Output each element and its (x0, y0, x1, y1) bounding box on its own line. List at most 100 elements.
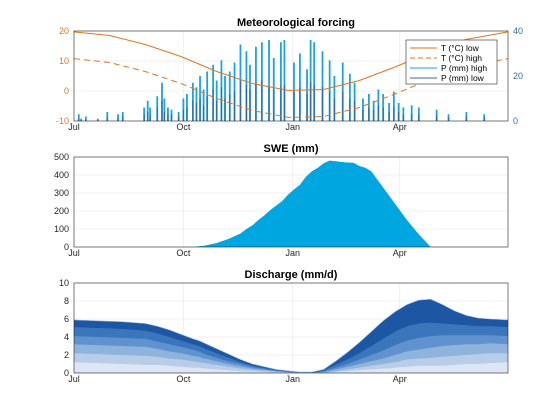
chart-title-meteorological-forcing: Meteorological forcing (237, 17, 355, 29)
y-tick-label: 500 (54, 152, 69, 162)
y-right-tick-label: 40 (513, 26, 523, 36)
legend: T (°C) low T (°C) high P (mm) high P (mm… (405, 39, 498, 85)
panel-swe: SWE (mm) Jul Oct Jan Apr 0 100 200 300 400 500 (54, 143, 509, 258)
x-tick-label: Jan (286, 248, 301, 258)
y-tick-label: 0 (64, 368, 69, 378)
x-tick-label: Jul (68, 374, 80, 384)
x-tick-label: Apr (393, 248, 407, 258)
legend-label-t-low: T (°C) low (441, 43, 480, 53)
p3-discharge-areas (73, 298, 509, 373)
precip-bar-low (483, 117, 485, 121)
precip-bar-high (313, 42, 316, 121)
precip-bar-low (329, 91, 331, 121)
legend-box (405, 39, 498, 85)
y-tick-label: 0 (64, 86, 69, 96)
precip-bar-low (402, 114, 404, 121)
precip-bar-high (410, 105, 413, 121)
precip-bar-high (348, 73, 351, 121)
y-right-tick-label: 20 (513, 71, 523, 81)
p2-axes-box (73, 156, 509, 248)
x-tick-label: Jan (286, 374, 301, 384)
precip-bar-high (106, 112, 109, 121)
precip-bar-low (229, 94, 231, 121)
x-tick-label: Jul (68, 122, 80, 132)
precip-bar-high (279, 42, 282, 121)
legend-label-p-high: P (mm) high (441, 63, 487, 73)
precip-bar-low (447, 117, 450, 121)
chart-title-swe: SWE (mm) (264, 143, 319, 155)
precip-bar-high (309, 40, 312, 121)
precip-bar-low (283, 85, 286, 121)
precip-bar-low (212, 89, 214, 121)
precip-bar-low (436, 115, 438, 121)
precip-bar-low (122, 116, 124, 121)
panel-discharge: Discharge (mm/d) Jul Oct Jan Apr 0 2 4 6 8 10 (59, 269, 509, 384)
precip-bar-low (382, 107, 384, 121)
legend-label-p-low: P (mm) low (441, 73, 485, 83)
y-tick-label: 20 (59, 26, 69, 36)
precip-bar-low (280, 87, 282, 121)
p1-precip-bars (77, 40, 486, 121)
precip-bar-low (465, 116, 467, 121)
precip-bar-low (306, 94, 308, 121)
precip-bar-low (78, 118, 80, 121)
precip-bar-low (170, 114, 173, 121)
precip-bar-low (143, 114, 145, 121)
precip-bar-low (192, 100, 194, 121)
precip-bar-low (220, 87, 223, 121)
precip-bar-low (368, 107, 370, 121)
x-tick-label: Jul (68, 248, 80, 258)
y-tick-label: -10 (56, 116, 69, 126)
precip-bar-low (293, 91, 295, 121)
y-tick-label: 8 (64, 296, 69, 306)
panel-meteorological-forcing: Meteorological forcing Jul Oct Jan Apr -10 0 1… (56, 17, 523, 132)
y-tick-label: 400 (54, 170, 69, 180)
legend-label-t-high: T (°C) high (441, 53, 482, 63)
precip-bar-high (392, 91, 395, 121)
precip-bar-low (362, 109, 364, 121)
y-tick-label: 200 (54, 206, 69, 216)
y-tick-label: 10 (59, 56, 69, 66)
precip-bar-low (85, 119, 87, 121)
y-tick-label: 100 (54, 224, 69, 234)
y-right-tick-label: 0 (513, 116, 518, 126)
precip-bar-low (80, 119, 82, 121)
precip-bar-low (310, 82, 312, 121)
precip-bar-low (261, 80, 263, 121)
x-tick-label: Apr (393, 122, 407, 132)
precip-bar-high (328, 60, 331, 121)
y-tick-label: 6 (64, 314, 69, 324)
precip-bar-high (84, 116, 87, 121)
discharge-band-0 (74, 362, 508, 373)
precip-bar-low (97, 119, 99, 121)
y-tick-label: 300 (54, 188, 69, 198)
precip-bar-low (206, 96, 208, 121)
precip-bar-low (321, 87, 324, 121)
precip-bar-low (373, 109, 375, 121)
y-tick-label: 4 (64, 332, 69, 342)
precip-bar-low (224, 98, 226, 121)
p1-axes-box (73, 30, 509, 122)
precip-bar-low (342, 91, 344, 121)
precip-bar-low (268, 87, 270, 121)
x-tick-label: Oct (176, 374, 191, 384)
precip-bar-low (195, 103, 198, 121)
p3-tick-labels: Jul Oct Jan Apr 0 2 4 6 8 10 (59, 278, 407, 384)
precip-bar-low (333, 98, 335, 121)
precip-bar-low (255, 82, 257, 121)
precip-bar-high (268, 40, 270, 121)
y-tick-label: 10 (59, 278, 69, 288)
precip-bar-low (299, 87, 301, 121)
y-tick-label: 0 (64, 242, 69, 252)
precip-bar-low (273, 89, 275, 121)
precip-bar-low (117, 118, 119, 121)
discharge-outline (73, 298, 509, 373)
precip-bar-low (249, 89, 251, 121)
x-tick-label: Jan (286, 122, 301, 132)
precip-bar-low (182, 109, 184, 121)
x-tick-label: Oct (176, 122, 191, 132)
precip-bar-low (313, 85, 315, 121)
precip-bar-low (163, 112, 165, 121)
precip-bar-low (354, 100, 356, 121)
